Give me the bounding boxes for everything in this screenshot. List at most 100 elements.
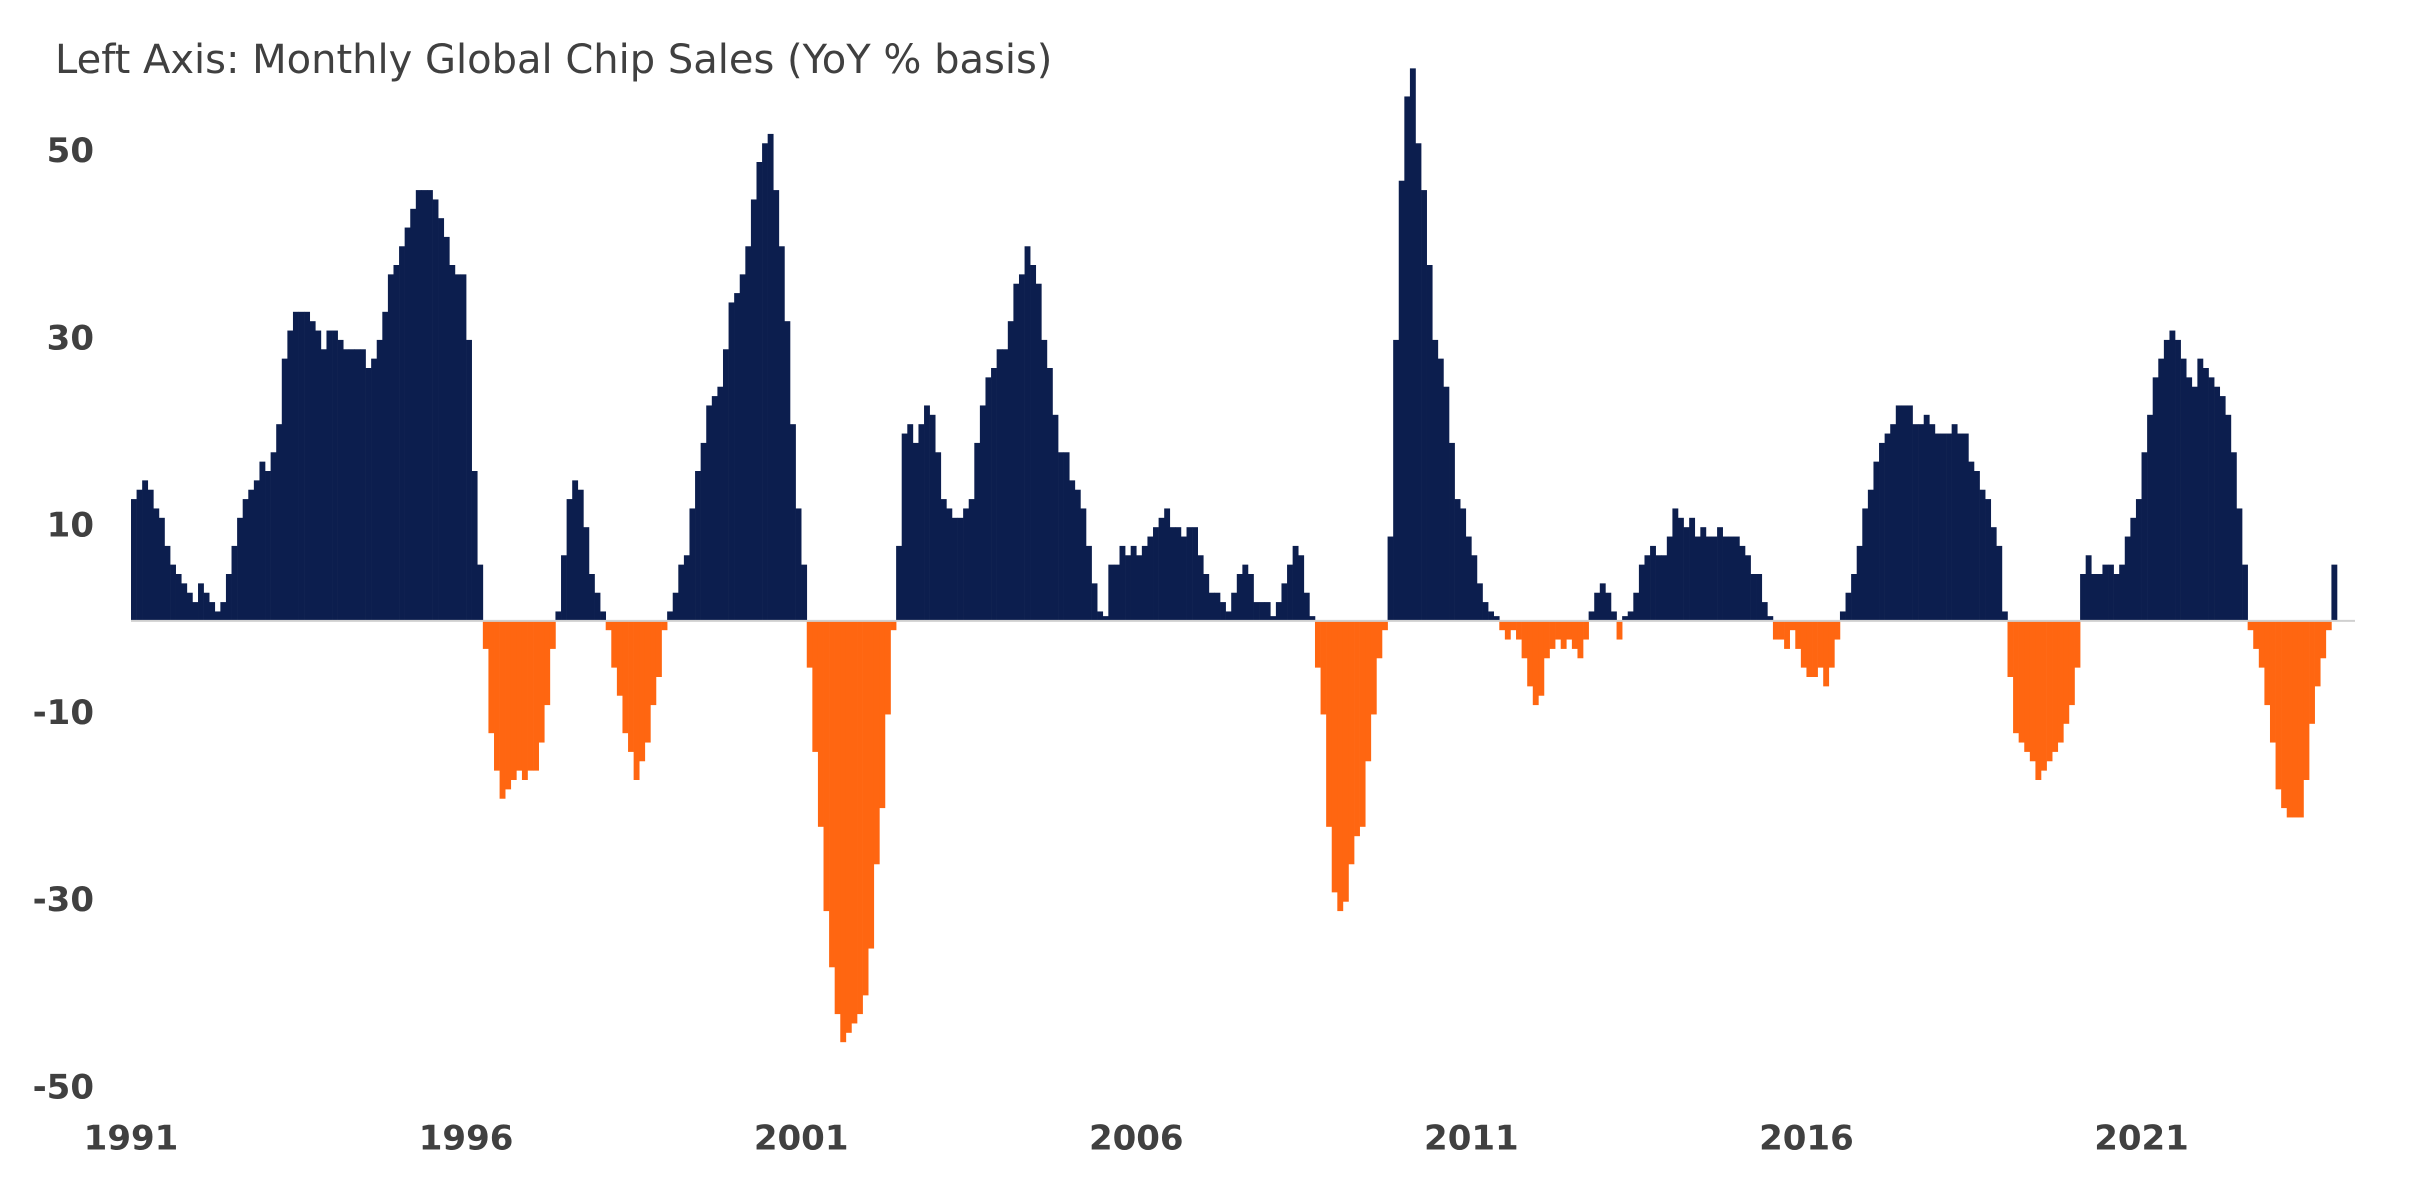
- bar: [1175, 527, 1182, 621]
- bar: [661, 620, 668, 631]
- bar: [2029, 620, 2036, 762]
- bar: [739, 274, 746, 621]
- bar: [1689, 517, 1696, 621]
- bar: [399, 246, 405, 621]
- bars: [131, 68, 2338, 1043]
- bar: [2214, 386, 2221, 621]
- bar: [1476, 583, 1483, 621]
- bar: [1655, 555, 1662, 621]
- bar: [650, 620, 657, 706]
- bar: [996, 349, 1003, 621]
- bar: [1555, 620, 1562, 640]
- x-tick-label: 2021: [2094, 1119, 2189, 1159]
- bar: [2314, 620, 2321, 687]
- bar: [443, 236, 450, 621]
- bar: [979, 405, 986, 621]
- bar: [354, 349, 361, 621]
- bar: [1745, 555, 1751, 621]
- bar: [2096, 574, 2103, 621]
- bar: [823, 620, 830, 912]
- bar: [605, 620, 612, 631]
- bar: [1622, 616, 1629, 621]
- bar: [1404, 96, 1411, 621]
- bar: [332, 330, 338, 621]
- bar: [1220, 602, 1226, 621]
- bar: [1086, 545, 1092, 621]
- bar: [1102, 616, 1109, 621]
- bar: [510, 620, 517, 780]
- bar: [1583, 620, 1589, 640]
- bar: [1264, 602, 1271, 621]
- bar: [968, 499, 975, 621]
- bar: [812, 620, 819, 752]
- bar: [907, 424, 914, 621]
- bar: [750, 199, 757, 621]
- bar: [1761, 602, 1768, 621]
- bar: [203, 592, 210, 621]
- bar: [2085, 555, 2092, 621]
- bar: [2230, 452, 2237, 621]
- bar: [695, 471, 701, 621]
- bar: [2163, 339, 2170, 621]
- bar: [1599, 583, 1606, 621]
- bar: [1331, 620, 1338, 893]
- bar: [544, 620, 551, 706]
- x-tick-label: 1996: [419, 1119, 514, 1159]
- bar: [722, 349, 729, 621]
- chart-title: Left Axis: Monthly Global Chip Sales (Yo…: [55, 37, 1052, 83]
- bar: [1638, 564, 1645, 621]
- bar: [225, 574, 232, 621]
- bar: [594, 592, 601, 621]
- bar: [482, 620, 489, 649]
- bar: [1493, 616, 1500, 621]
- bar: [1616, 620, 1623, 640]
- bar: [2158, 358, 2165, 621]
- bar: [1973, 471, 1980, 621]
- bar: [1739, 545, 1746, 621]
- bar: [1292, 545, 1299, 621]
- bar: [421, 190, 428, 621]
- bar: [896, 545, 903, 621]
- bar: [2208, 377, 2215, 621]
- bar: [862, 620, 869, 996]
- bar: [1538, 620, 1545, 696]
- bar: [762, 143, 768, 621]
- bar: [1772, 620, 1779, 640]
- bar: [767, 133, 774, 621]
- bar: [2325, 620, 2332, 631]
- bar: [1985, 499, 1992, 621]
- bar: [253, 480, 260, 621]
- bar: [1946, 433, 1952, 621]
- bar: [1130, 545, 1137, 621]
- bar: [1415, 143, 1422, 621]
- bar: [2046, 620, 2053, 762]
- bar: [1437, 358, 1444, 621]
- bar: [1677, 517, 1684, 621]
- bar: [588, 574, 595, 621]
- bar: [1929, 424, 1936, 621]
- y-tick-label: 30: [47, 318, 94, 358]
- bar: [2130, 517, 2137, 621]
- bar: [153, 508, 160, 621]
- bar: [505, 620, 512, 790]
- bar: [1119, 545, 1126, 621]
- bar: [248, 489, 255, 621]
- bar: [1951, 424, 1958, 621]
- bar: [2180, 358, 2187, 621]
- bar: [1957, 433, 1964, 621]
- bar: [382, 311, 389, 621]
- bar: [2102, 564, 2109, 621]
- bar: [2007, 620, 2014, 677]
- bar: [1253, 602, 1260, 621]
- bar: [756, 162, 763, 621]
- bar: [359, 349, 366, 621]
- bar: [1259, 602, 1266, 621]
- x-tick-label: 1991: [84, 1119, 179, 1159]
- bar: [1856, 545, 1863, 621]
- bar: [1326, 620, 1333, 827]
- bar: [2331, 564, 2338, 621]
- bar: [1923, 414, 1930, 621]
- bar: [2219, 396, 2226, 621]
- bar: [1007, 321, 1014, 621]
- y-tick-label: 50: [47, 131, 94, 171]
